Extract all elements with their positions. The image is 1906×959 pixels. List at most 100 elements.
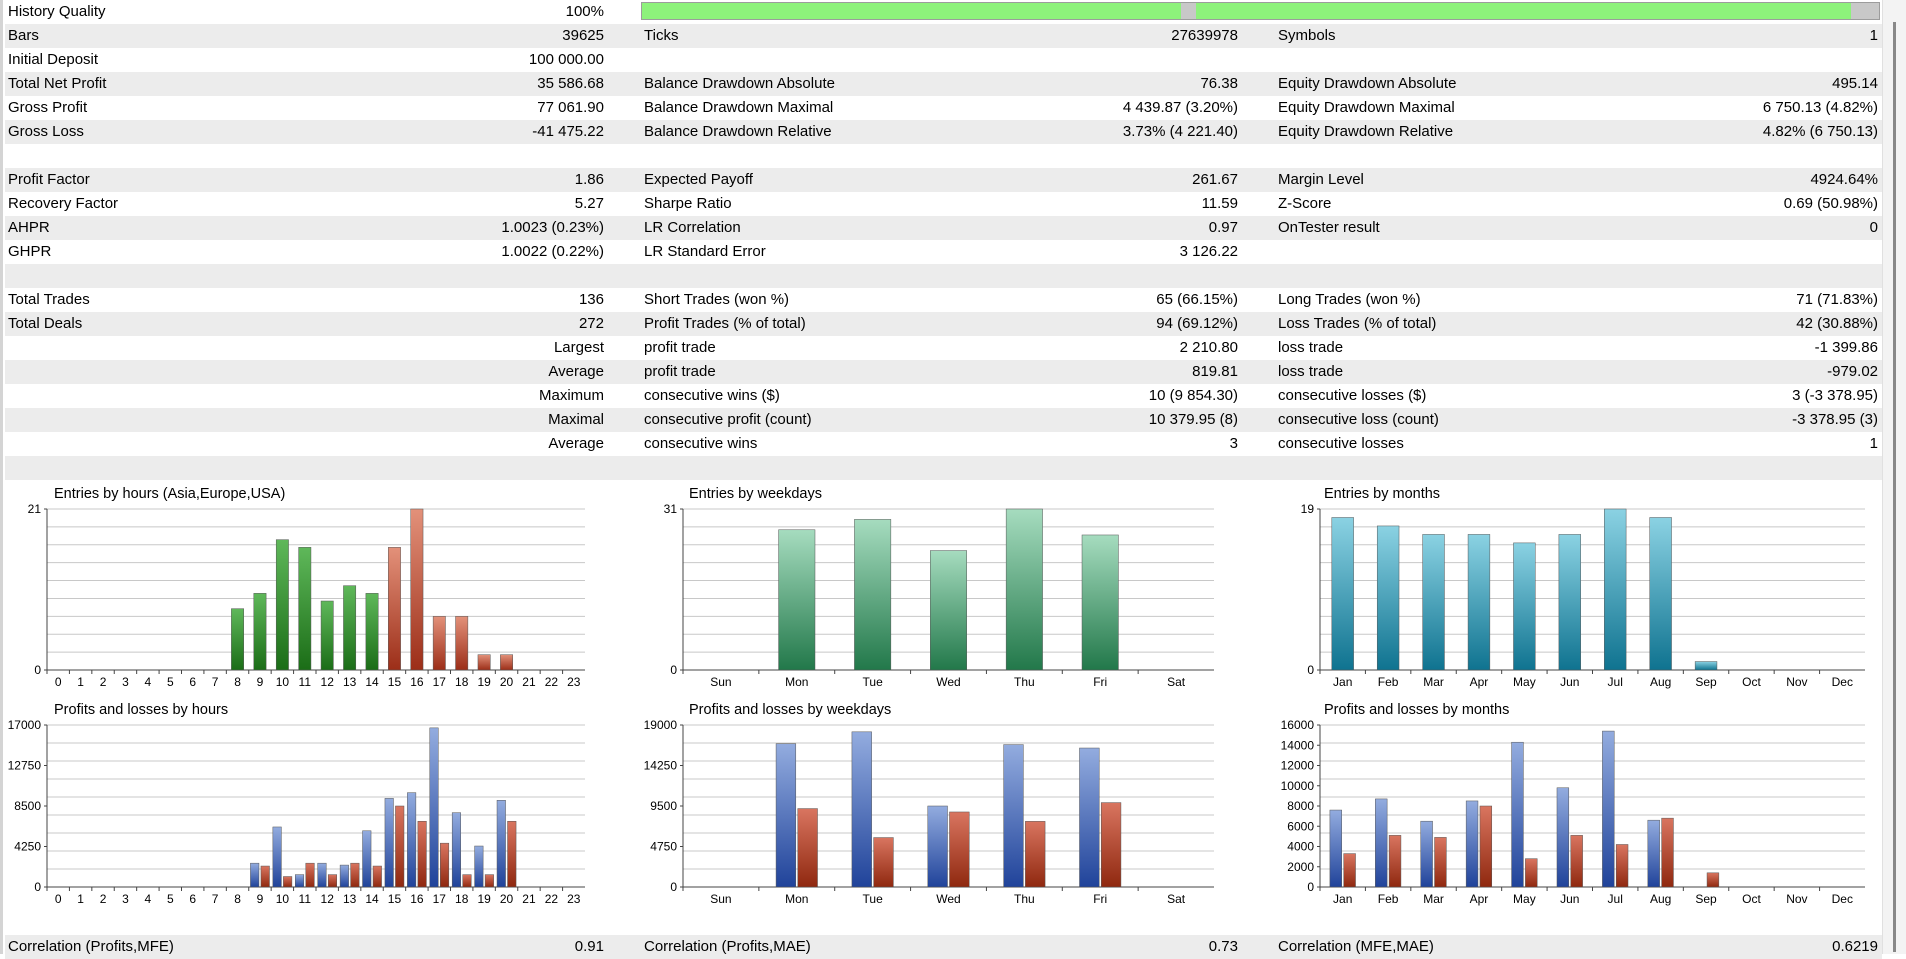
stat-value: 3.73% (4 221.40) (1122, 123, 1238, 140)
loss-bar (260, 865, 270, 888)
profits-losses-by-weekdays-chart: 0 4750 9500 14250 19000 Sun Mon Tue Wed Thu Fri Sat (644, 718, 1214, 906)
stat-value: Largest (553, 339, 604, 356)
x-tick-label: Mar (1423, 675, 1444, 689)
x-tick-label: 23 (567, 675, 581, 689)
y-tick-label: 16000 (1281, 718, 1315, 732)
loss-bar (417, 820, 427, 888)
stat-label: consecutive losses ($) (1278, 387, 1427, 404)
x-tick-label: 18 (455, 675, 469, 689)
stat-label: consecutive profit (count) (644, 411, 812, 428)
x-tick-label: 5 (167, 892, 174, 906)
y-tick-label: 4750 (650, 840, 677, 854)
bar (500, 654, 513, 671)
x-tick-label: Sat (1167, 892, 1186, 906)
stat-value: 35 586.68 (537, 75, 604, 92)
bar (432, 616, 446, 671)
profit-bar (451, 812, 461, 888)
profit-bar (496, 800, 506, 888)
stat-value: 1 (1869, 27, 1878, 44)
stat-value: -979.02 (1827, 363, 1878, 380)
stat-label: Correlation (MFE,MAE) (1278, 938, 1434, 955)
stat-value: 3 (1229, 435, 1238, 452)
stat-value: 4.82% (6 750.13) (1762, 123, 1878, 140)
stat-label: Recovery Factor (8, 195, 119, 212)
x-tick-label: 19 (477, 675, 491, 689)
profit-bar (1079, 747, 1100, 888)
stat-label: consecutive losses (1278, 435, 1404, 452)
stats-row (5, 408, 1882, 432)
loss-bar (1615, 844, 1629, 888)
x-tick-label: 6 (189, 675, 196, 689)
x-tick-label: May (1513, 892, 1536, 906)
stat-label: Loss Trades (% of total) (1278, 315, 1437, 332)
x-tick-label: Sat (1167, 675, 1186, 689)
stat-value: 136 (578, 291, 604, 308)
bar (1422, 534, 1445, 671)
x-tick-label: Tue (863, 675, 884, 689)
x-tick-label: 9 (257, 892, 264, 906)
y-tick-label: 12000 (1281, 759, 1315, 773)
x-tick-label: Fri (1093, 892, 1107, 906)
stat-value: Maximal (548, 411, 604, 428)
stat-label: GHPR (8, 243, 52, 260)
profit-bar (272, 826, 282, 888)
y-tick-label: 12750 (8, 759, 42, 773)
profit-bar (474, 845, 484, 888)
x-tick-label: Wed (936, 675, 960, 689)
profit-bar (775, 743, 797, 888)
x-tick-label: 13 (343, 892, 357, 906)
bar (275, 539, 289, 671)
bar (477, 654, 491, 671)
profit-bar (1329, 809, 1342, 888)
x-tick-label: 16 (410, 892, 424, 906)
stat-label: Bars (8, 27, 39, 44)
stat-value: 4924.64% (1810, 171, 1878, 188)
loss-bar (395, 805, 405, 888)
stat-label: Total Deals (8, 315, 83, 332)
stat-label: Balance Drawdown Absolute (644, 75, 835, 92)
stats-row (5, 264, 1882, 288)
chart-title: Entries by months (1324, 486, 1441, 502)
history-quality-label: History Quality (8, 3, 106, 20)
x-tick-label: Mon (785, 892, 808, 906)
y-tick-label: 9500 (650, 799, 677, 813)
stats-row (5, 216, 1882, 240)
profit-bar (362, 830, 372, 888)
x-tick-label: Apr (1470, 675, 1489, 689)
scrollbar-thumb[interactable] (1893, 22, 1896, 952)
stat-label: Equity Drawdown Maximal (1278, 99, 1455, 116)
y-tick-label: 8000 (1287, 799, 1314, 813)
stat-label: Profit Factor (8, 171, 90, 188)
x-tick-label: 17 (433, 892, 447, 906)
stat-value: 272 (578, 315, 604, 332)
profit-bar (1375, 798, 1388, 888)
stat-value: 261.67 (1192, 171, 1238, 188)
y-tick-label: 4000 (1287, 840, 1314, 854)
stat-label: Total Net Profit (8, 75, 107, 92)
x-tick-label: 22 (545, 892, 559, 906)
x-tick-label: Dec (1832, 675, 1853, 689)
x-tick-label: 16 (410, 675, 424, 689)
loss-bar (873, 837, 894, 888)
x-tick-label: Jan (1333, 892, 1352, 906)
x-tick-label: Fri (1093, 675, 1107, 689)
stats-row (5, 120, 1882, 144)
x-tick-label: 2 (100, 892, 107, 906)
profit-bar (295, 874, 305, 888)
loss-bar (1479, 805, 1493, 888)
loss-bar (1388, 835, 1402, 888)
stat-value: 77 061.90 (537, 99, 604, 116)
stat-value: 42 (30.88%) (1796, 315, 1878, 332)
x-tick-label: Oct (1742, 675, 1761, 689)
stat-label: Correlation (Profits,MAE) (644, 938, 811, 955)
x-tick-label: Nov (1786, 892, 1807, 906)
left-pane-edge (0, 0, 3, 954)
stat-label: loss trade (1278, 339, 1344, 356)
x-tick-label: 13 (343, 675, 357, 689)
x-tick-label: 3 (122, 892, 129, 906)
x-tick-label: 18 (455, 892, 469, 906)
stat-value: Average (548, 435, 604, 452)
loss-bar (440, 842, 450, 888)
stat-value: 6 750.13 (4.82%) (1762, 99, 1878, 116)
